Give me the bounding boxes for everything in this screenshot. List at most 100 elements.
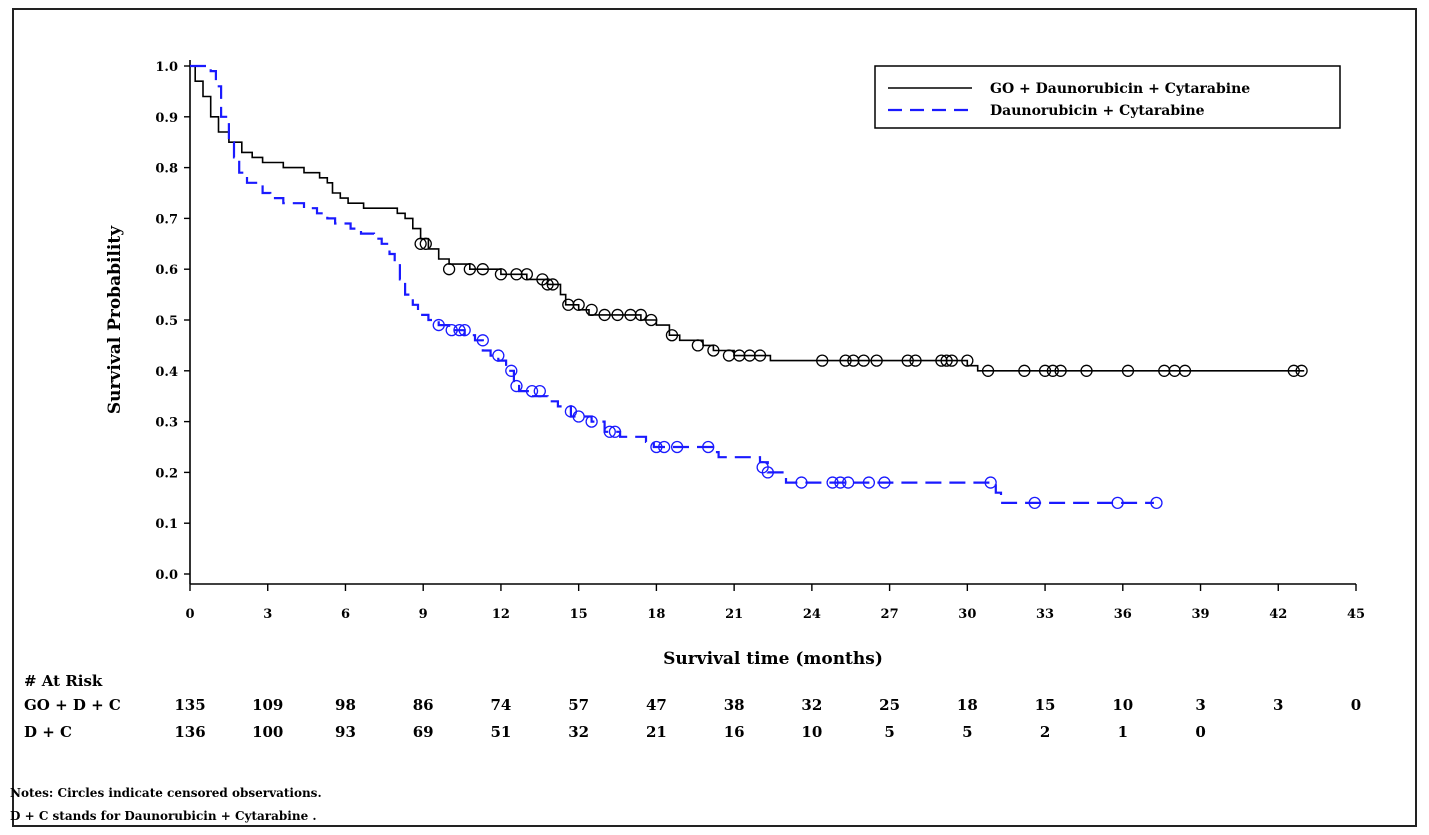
- x-axis-label: Survival time (months): [663, 649, 883, 669]
- censor-marker-dc: [492, 349, 505, 362]
- at-risk-value: 3: [1195, 696, 1205, 714]
- censor-marker-go-dc: [1038, 364, 1052, 377]
- x-tick-label: 42: [1269, 607, 1287, 622]
- x-tick-label: 27: [881, 607, 899, 622]
- censor-marker-dc: [476, 334, 489, 347]
- y-tick-label: 0.2: [155, 466, 178, 481]
- at-risk-value: 86: [413, 696, 434, 714]
- censor-marker-go-dc: [839, 354, 852, 367]
- at-risk-value: 32: [568, 723, 589, 741]
- censor-marker-go-dc: [981, 364, 995, 377]
- x-tick-label: 36: [1114, 607, 1132, 622]
- censor-marker-dc: [702, 440, 715, 454]
- censor-marker-go-dc: [1018, 364, 1031, 377]
- survival-curves: [190, 64, 1305, 504]
- censor-marker-dc: [1111, 496, 1124, 510]
- censor-marker-dc: [533, 384, 546, 398]
- at-risk-value: 16: [724, 723, 745, 741]
- legend-label-go: GO + Daunorubicin + Cytarabine: [990, 81, 1250, 97]
- censor-marker-go-dc: [870, 354, 883, 367]
- at-risk-value: 25: [879, 696, 900, 714]
- censor-marker-go-dc: [961, 354, 974, 367]
- legend: GO + Daunorubicin + Cytarabine Daunorubi…: [874, 65, 1341, 129]
- censor-marker-dc: [608, 425, 622, 438]
- censor-marker-go-dc: [1054, 364, 1067, 377]
- at-risk-value: 2: [1040, 723, 1050, 741]
- y-tick-label: 0.3: [155, 416, 178, 431]
- censor-marker-dc: [670, 440, 684, 454]
- y-axis-label: Survival Probability: [105, 225, 125, 414]
- censor-marker-dc: [658, 440, 671, 454]
- censor-marker-go-dc: [901, 354, 914, 367]
- censored-markers: [414, 237, 1308, 510]
- at-risk-row-label-dc: D + C: [24, 723, 72, 741]
- at-risk-value: 74: [490, 696, 511, 714]
- at-risk-value: 47: [646, 696, 667, 714]
- censor-marker-go-dc: [541, 278, 554, 291]
- y-tick-label: 0.8: [155, 162, 178, 177]
- at-risk-row-label-go: GO + D + C: [24, 696, 121, 714]
- at-risk-value: 57: [568, 696, 589, 714]
- censor-marker-go-dc: [494, 268, 508, 281]
- censor-marker-go-dc: [476, 263, 489, 276]
- censor-marker-go-dc: [546, 278, 559, 291]
- censor-marker-go-dc: [442, 263, 456, 276]
- censor-marker-dc: [834, 476, 847, 489]
- x-tick-label: 9: [419, 607, 428, 622]
- x-tick-label: 6: [341, 607, 350, 622]
- censor-marker-go-dc: [634, 308, 648, 322]
- censor-marker-dc: [603, 425, 616, 438]
- censor-marker-dc: [761, 466, 774, 479]
- censor-marker-go-dc: [909, 354, 922, 367]
- y-tick-label: 0.6: [155, 263, 178, 278]
- censor-marker-dc: [445, 324, 458, 337]
- censor-marker-dc: [510, 379, 523, 393]
- at-risk-value: 18: [957, 696, 978, 714]
- at-risk-value: 109: [252, 696, 283, 714]
- censor-marker-dc: [525, 384, 539, 398]
- at-risk-value: 21: [646, 723, 667, 741]
- censor-marker-dc: [984, 476, 997, 489]
- censor-marker-go-dc: [1046, 364, 1059, 377]
- at-risk-value: 10: [1112, 696, 1133, 714]
- at-risk-value: 98: [335, 696, 356, 714]
- censor-marker-go-dc: [645, 313, 658, 327]
- at-risk-value: 5: [884, 723, 894, 741]
- x-tick-label: 33: [1036, 607, 1054, 622]
- censor-marker-go-dc: [520, 268, 533, 281]
- at-risk-value: 135: [174, 696, 205, 714]
- x-tick-label: 39: [1191, 607, 1209, 622]
- note-line-2: D + C stands for Daunorubicin + Cytarabi…: [10, 809, 317, 823]
- censor-marker-go-dc: [419, 237, 432, 250]
- censor-marker-dc: [505, 364, 518, 377]
- x-tick-label: 30: [958, 607, 976, 622]
- at-risk-value: 0: [1351, 696, 1361, 714]
- at-risk-value: 1: [1118, 723, 1128, 741]
- censor-marker-go-dc: [1287, 364, 1300, 377]
- censor-marker-go-dc: [691, 339, 705, 352]
- at-risk-title: # At Risk: [24, 672, 103, 690]
- censor-marker-go-dc: [611, 308, 624, 322]
- y-tick-label: 0.0: [155, 568, 178, 583]
- censor-marker-dc: [585, 415, 598, 428]
- censor-marker-dc: [432, 318, 445, 332]
- censor-marker-dc: [453, 324, 466, 337]
- censor-marker-dc: [1150, 496, 1163, 510]
- x-tick-label: 0: [185, 607, 194, 622]
- censor-marker-dc: [878, 476, 891, 489]
- y-tick-label: 0.9: [155, 111, 178, 126]
- censor-marker-go-dc: [857, 354, 870, 367]
- x-tick-label: 3: [263, 607, 272, 622]
- censor-marker-dc: [862, 476, 876, 489]
- y-tick-label: 0.7: [155, 212, 178, 227]
- censor-marker-go-dc: [414, 237, 427, 250]
- at-risk-value: 32: [801, 696, 822, 714]
- at-risk-value: 38: [724, 696, 745, 714]
- censor-marker-go-dc: [1295, 364, 1308, 377]
- legend-box: [874, 65, 1341, 129]
- at-risk-value: 136: [174, 723, 205, 741]
- censor-marker-go-dc: [572, 298, 585, 311]
- y-tick-label: 0.5: [155, 314, 178, 329]
- censor-marker-go-dc: [1080, 364, 1093, 377]
